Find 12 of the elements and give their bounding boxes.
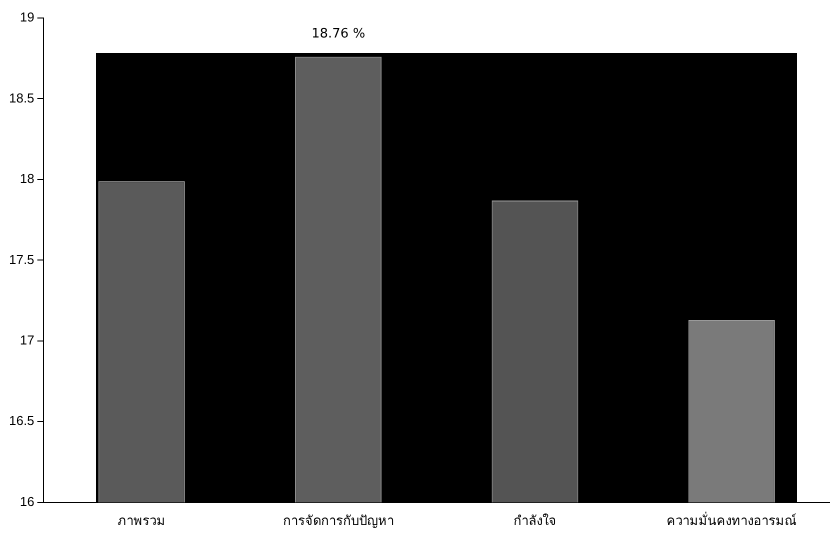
data-label: 18.76 % <box>311 26 366 42</box>
y-tick-label: 18.5 <box>8 90 34 106</box>
x-tick-label: การจัดการกับปัญหา <box>282 512 394 528</box>
y-tick-label: 17.5 <box>8 252 34 267</box>
x-tick-label: กำลังใจ <box>513 512 556 528</box>
y-tick-label: 18 <box>20 171 34 186</box>
y-tick-label: 16.5 <box>8 413 34 428</box>
x-tick-label: ความมั่นคงทางอารมณ์ <box>666 512 797 528</box>
y-tick-label: 17 <box>20 332 34 348</box>
y-tick-label: 19 <box>20 10 34 25</box>
x-tick-label: ภาพรวม <box>118 512 166 528</box>
y-tick-label: 16 <box>20 494 34 509</box>
